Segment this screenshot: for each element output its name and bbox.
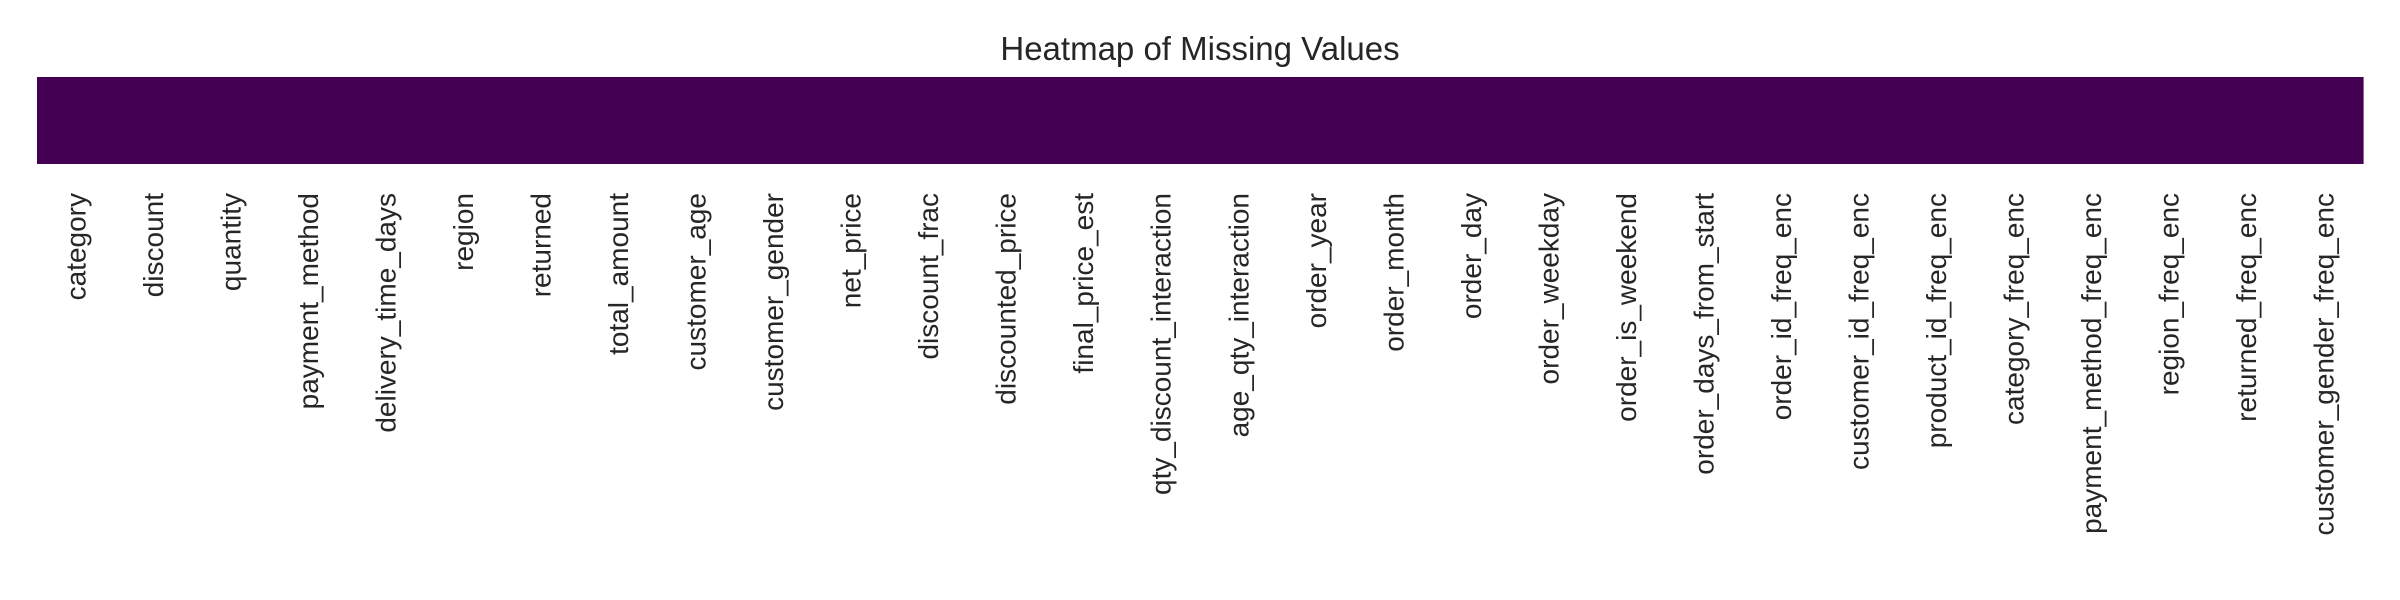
x-tick-label: product_id_freq_enc xyxy=(1921,193,1952,448)
heatmap-cell xyxy=(1665,77,1744,164)
heatmap-cell xyxy=(1820,77,1899,164)
chart-title: Heatmap of Missing Values xyxy=(1000,30,1399,67)
x-tick-label: customer_age xyxy=(681,193,712,370)
heatmap-cell xyxy=(2130,77,2209,164)
x-tick-label: order_weekday xyxy=(1533,193,1564,384)
heatmap-cell xyxy=(502,77,581,164)
heatmap-cell xyxy=(1587,77,1666,164)
x-tick-label: payment_method xyxy=(293,193,324,409)
heatmap-cell xyxy=(889,77,968,164)
x-tick-label: discounted_price xyxy=(991,193,1022,405)
x-tick-label: discount xyxy=(138,193,169,298)
x-tick-label: customer_gender xyxy=(758,193,789,411)
x-tick-label: qty_discount_interaction xyxy=(1146,193,1177,495)
heatmap-cell xyxy=(1897,77,1976,164)
x-tick-label: order_id_freq_enc xyxy=(1766,193,1797,420)
x-tick-label: order_is_weekend xyxy=(1611,193,1642,422)
x-tick-label: total_amount xyxy=(603,193,634,355)
x-tick-label: age_qty_interaction xyxy=(1223,193,1254,437)
x-tick-label: region_freq_enc xyxy=(2154,193,2185,395)
heatmap-cell xyxy=(1510,77,1589,164)
heatmap-cell xyxy=(1355,77,1434,164)
heatmap-cell xyxy=(269,77,348,164)
heatmap-cell xyxy=(579,77,658,164)
heatmap-cell xyxy=(37,77,116,164)
heatmap-cell xyxy=(657,77,736,164)
heatmap-cell xyxy=(1200,77,1279,164)
heatmap-cell xyxy=(2207,77,2287,164)
heatmap-cells xyxy=(37,77,2364,164)
heatmap-cell xyxy=(347,77,426,164)
x-tick-label: returned xyxy=(525,193,556,297)
heatmap-cell xyxy=(1044,77,1124,164)
heatmap-cell xyxy=(1122,77,1201,164)
heatmap-cell xyxy=(2285,77,2364,164)
heatmap-cell xyxy=(424,77,503,164)
x-tick-label: order_month xyxy=(1378,193,1409,352)
x-tick-label: net_price xyxy=(836,193,867,308)
heatmap-cell xyxy=(1975,77,2054,164)
heatmap-cell xyxy=(812,77,891,164)
x-tick-label: customer_id_freq_enc xyxy=(1844,193,1875,470)
heatmap-cell xyxy=(1432,77,1511,164)
x-tick-label: quantity xyxy=(215,193,246,291)
x-tick-label: region xyxy=(448,193,479,271)
x-tick-label: returned_freq_enc xyxy=(2231,193,2262,422)
x-tick-label: delivery_time_days xyxy=(370,193,401,433)
x-tick-label: discount_frac xyxy=(913,193,944,360)
heatmap-cell xyxy=(734,77,813,164)
x-tick-label: category_freq_enc xyxy=(1999,193,2030,425)
heatmap-cell xyxy=(1742,77,1821,164)
x-tick-label: category xyxy=(60,193,91,300)
x-tick-label: payment_method_freq_enc xyxy=(2076,193,2107,534)
heatmap-cell xyxy=(967,77,1046,164)
x-tick-labels: category discount quantity payment_method de… xyxy=(60,193,2339,536)
heatmap-cell xyxy=(2052,77,2131,164)
x-tick-label: order_day xyxy=(1456,193,1487,319)
x-tick-label: customer_gender_freq_enc xyxy=(2309,193,2340,535)
x-tick-label: order_days_from_start xyxy=(1688,193,1719,475)
heatmap-cell xyxy=(192,77,271,164)
heatmap-cell xyxy=(1277,77,1356,164)
x-tick-label: final_price_est xyxy=(1068,193,1099,374)
heatmap-cell xyxy=(114,77,193,164)
x-tick-label: order_year xyxy=(1301,193,1332,328)
